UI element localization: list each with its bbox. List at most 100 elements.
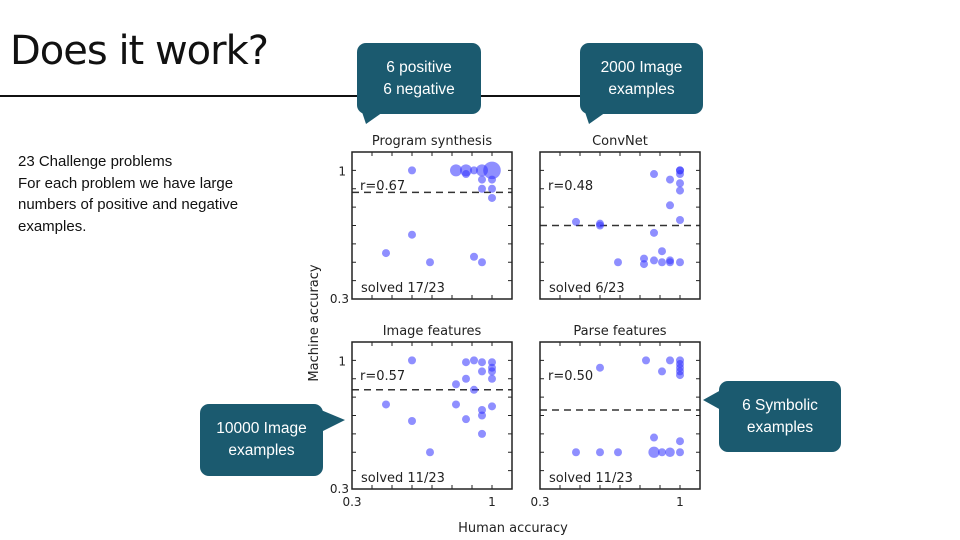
solved-label: solved 11/23 [549,471,633,486]
data-point [658,367,666,376]
x-tick-label: 0.3 [342,495,361,509]
data-point [470,385,478,394]
solved-label: solved 17/23 [361,281,445,296]
data-point [452,380,460,389]
correlation-label: r=0.57 [360,369,405,384]
data-point [470,356,478,365]
data-point [478,367,486,376]
data-point [450,164,462,177]
data-point [408,230,416,239]
data-point [488,402,496,411]
data-point [488,193,496,202]
data-point [408,417,416,426]
data-point [382,400,390,409]
callout-convnet: 2000 Image examples [580,43,703,114]
solved-label: solved 6/23 [549,281,625,296]
panel-title: Image features [383,324,482,339]
data-point [676,186,684,195]
data-point [488,367,496,376]
x-tick-label: 1 [488,495,496,509]
x-tick-label: 1 [676,495,684,509]
data-point [666,175,674,184]
data-point [408,166,416,175]
data-point [462,374,470,383]
body-line: numbers of positive and negative [18,196,239,213]
data-point [666,201,674,210]
data-point [483,161,501,180]
data-point [596,221,604,230]
body-line: For each problem we have large [18,174,234,192]
data-point [676,215,684,224]
data-point [478,258,486,267]
data-point [478,429,486,438]
data-point [658,448,666,457]
data-point [676,448,684,457]
data-point [676,437,684,446]
data-point [478,184,486,193]
data-point [478,175,486,184]
data-point [488,374,496,383]
data-point [572,448,580,457]
callout-line: examples [228,442,295,459]
data-point [452,400,460,409]
y-tick-label: 1 [338,164,346,178]
plot-frame [351,151,513,300]
data-point [462,170,470,179]
data-point [426,258,434,267]
correlation-label: r=0.50 [548,369,593,384]
data-point [408,356,416,365]
callout-parse-features: 6 Symbolic examples [719,381,841,452]
callout-line: examples [746,418,814,436]
data-point [640,254,648,263]
plot-frame [351,341,513,490]
data-point [478,405,486,414]
data-point [470,166,478,175]
slide-body: 23 Challenge problems For each problem w… [18,151,298,237]
correlation-label: r=0.67 [360,179,405,194]
data-point [478,411,486,420]
data-point [676,258,684,267]
data-point [676,371,684,380]
data-point [642,356,650,365]
callout-line: 2000 Image [600,58,683,76]
correlation-label: r=0.48 [548,179,593,194]
data-point [462,358,470,367]
data-point [650,256,658,265]
data-point [596,448,604,457]
data-point [666,356,674,365]
slide-title: Does it work? [10,28,269,74]
callout-program-synthesis: 6 positive 6 negative [357,43,481,114]
data-point [488,184,496,193]
callout-line: 10000 Image [216,420,307,437]
data-point [640,260,648,269]
callout-line: 6 positive [386,58,452,76]
x-tick-label: 0.3 [530,495,549,509]
data-point [676,170,684,179]
title-divider [0,95,580,97]
data-point [666,258,674,267]
data-point [478,358,486,367]
data-point [650,433,658,442]
data-point [488,175,496,184]
data-point [650,228,658,237]
data-point [470,252,478,261]
plot-frame [539,341,701,490]
data-point [426,448,434,457]
data-point [614,448,622,457]
data-point [658,247,666,256]
data-point [676,179,684,188]
data-point [382,249,390,258]
y-tick-label: 0.3 [330,292,349,306]
body-line: examples. [18,217,87,235]
panel-title: Parse features [573,324,666,339]
callout-line: examples [608,80,675,98]
data-point [650,170,658,179]
body-line: 23 Challenge problems [18,153,173,170]
plot-frame [539,151,701,300]
data-point [462,415,470,424]
x-axis-label: Human accuracy [458,521,568,536]
callout-line: 6 negative [383,80,455,98]
data-point [658,258,666,267]
y-tick-label: 1 [338,354,346,368]
